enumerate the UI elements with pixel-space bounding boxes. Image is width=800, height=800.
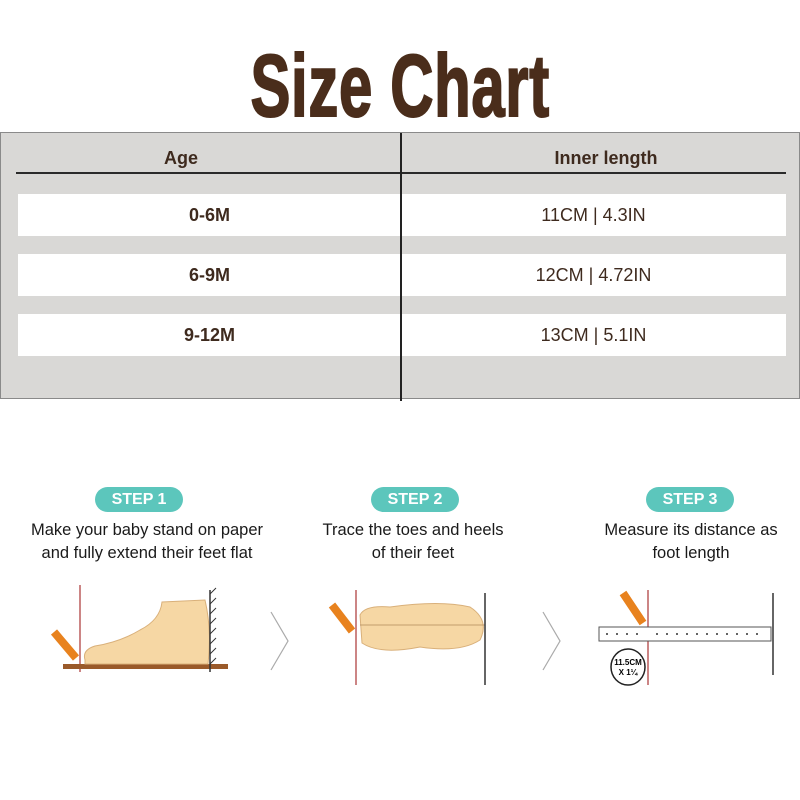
header-age: Age [163, 148, 198, 168]
step-3-description: Measure its distance as foot length [604, 521, 778, 562]
age-cell: 6-9M [188, 265, 230, 285]
step-3-badge: STEP 3 [646, 487, 734, 512]
table-row: 9-12M 13CM | 5.1IN [18, 314, 786, 356]
table-row: 0-6M 11CM | 4.3IN [18, 194, 786, 236]
age-cell: 9-12M [183, 325, 236, 345]
chevron-right-icon [270, 611, 289, 671]
column-divider [400, 133, 402, 401]
size-table: Age Inner length 0-6M 11CM | 4.3IN 6-9M … [0, 132, 800, 401]
ruler-label-line1: 11.5CM [614, 658, 642, 667]
header-inner-length: Inner length [554, 148, 658, 168]
chevron-right-icon [542, 611, 561, 671]
length-cell: 11CM | 4.3IN [541, 205, 646, 225]
ruler-label-line2: X 1¼ [619, 668, 639, 677]
page-title: Size Chart [250, 35, 550, 136]
step-1-badge: STEP 1 [95, 487, 183, 512]
table-row: 6-9M 12CM | 4.72IN [18, 254, 786, 296]
foot-tracing-illustration [328, 590, 486, 685]
step-2-badge: STEP 2 [371, 487, 459, 512]
step-2-description: Trace the toes and heels of their feet [322, 521, 504, 562]
step-1-description: Make your baby stand on paper and fully e… [30, 521, 264, 562]
age-cell: 0-6M [188, 205, 230, 225]
length-cell: 13CM | 5.1IN [540, 325, 647, 345]
foot-standing-illustration [50, 585, 228, 672]
length-cell: 12CM | 4.72IN [535, 265, 652, 285]
ruler-measure-illustration: 11.5CM X 1¼ [598, 590, 774, 686]
